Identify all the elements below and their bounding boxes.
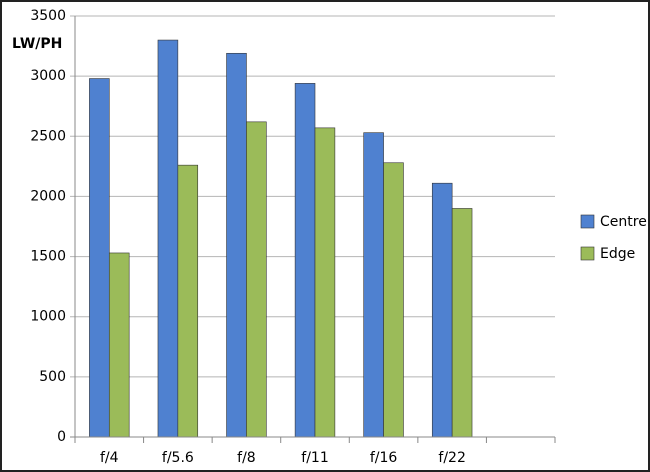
bar — [226, 52, 247, 438]
y-tick-label: 3000 — [30, 68, 66, 84]
y-axis-label: LW/PH — [12, 36, 62, 52]
legend-swatch — [580, 246, 595, 261]
legend-label: Edge — [600, 246, 635, 262]
bar — [157, 39, 179, 438]
legend-label: Centre — [600, 214, 647, 230]
x-tick-label: f/16 — [370, 450, 398, 466]
x-tick-label: f/4 — [100, 450, 119, 466]
x-tick-label: f/5.6 — [162, 450, 194, 466]
bar — [363, 132, 384, 438]
x-tick-label: f/22 — [438, 450, 465, 466]
x-tick-label: f/8 — [237, 450, 256, 466]
y-tick-label: 1500 — [30, 249, 66, 265]
bar — [451, 208, 473, 438]
y-tick-label: 1000 — [30, 309, 66, 325]
x-tick-label: f/11 — [301, 450, 328, 466]
bar — [294, 83, 316, 438]
y-tick-label: 2500 — [30, 128, 66, 144]
y-tick-label: 3500 — [30, 8, 66, 24]
y-tick-label: 0 — [57, 429, 66, 445]
bar — [108, 252, 130, 438]
legend-swatch — [580, 214, 595, 229]
bar — [246, 121, 267, 438]
y-tick-label: 2000 — [30, 188, 66, 204]
bar — [314, 127, 336, 438]
bar — [177, 164, 199, 438]
bar — [89, 78, 110, 438]
bar — [383, 162, 404, 438]
bar — [431, 182, 453, 438]
y-tick-label: 500 — [39, 369, 66, 385]
